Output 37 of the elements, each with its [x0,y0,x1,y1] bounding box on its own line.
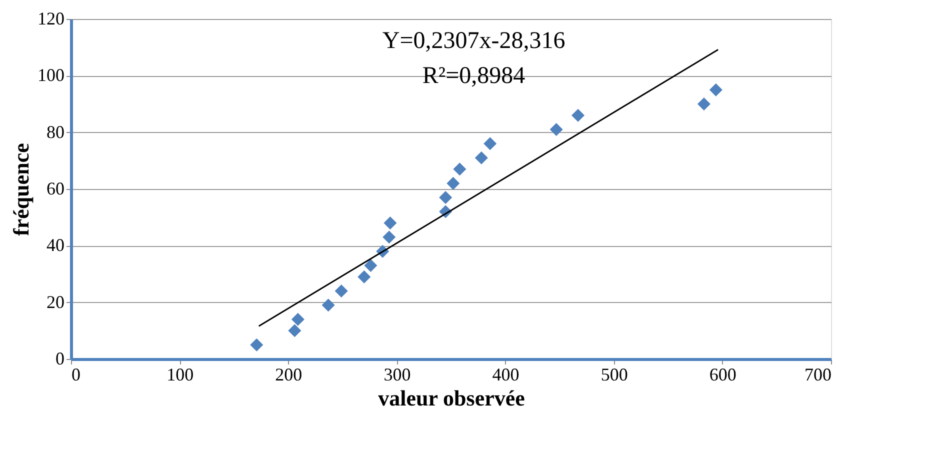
x-tick-label: 600 [709,364,736,384]
point [453,162,466,176]
y-axis-title: fréquence [8,142,34,236]
x-tick-label: 0 [72,364,80,384]
y-tick-label: 0 [56,348,64,368]
point [364,258,378,272]
x-tick-label: 500 [600,364,628,384]
annotation: R²=0,8984 [422,63,526,89]
x-tick-label: 100 [166,364,194,384]
point [358,270,371,284]
y-tick-label: 60 [46,178,64,198]
point [484,137,497,150]
point [291,312,304,326]
point [550,122,563,136]
point [322,298,335,312]
y-tick-label: 20 [46,292,64,312]
point [439,190,452,204]
y-tick-label: 80 [46,122,64,142]
point [446,176,460,190]
y-tick-label: 100 [38,65,64,86]
y-tick-label: 120 [38,8,64,28]
point [474,151,488,164]
x-tick-label: 300 [384,364,411,384]
x-tick-label: 400 [492,364,520,384]
point [382,230,396,244]
point [334,284,348,298]
point [697,97,710,111]
y-tick-label: 40 [46,235,64,256]
annotation: Y=0,2307x-28,316 [382,28,566,54]
point [288,324,302,338]
x-tick-label: 200 [275,364,302,384]
x-axis-title: valeur observée [378,386,526,410]
point [709,83,722,96]
point [384,216,397,230]
point [572,108,585,122]
point [250,338,264,352]
x-tick-label: 700 [804,364,832,384]
